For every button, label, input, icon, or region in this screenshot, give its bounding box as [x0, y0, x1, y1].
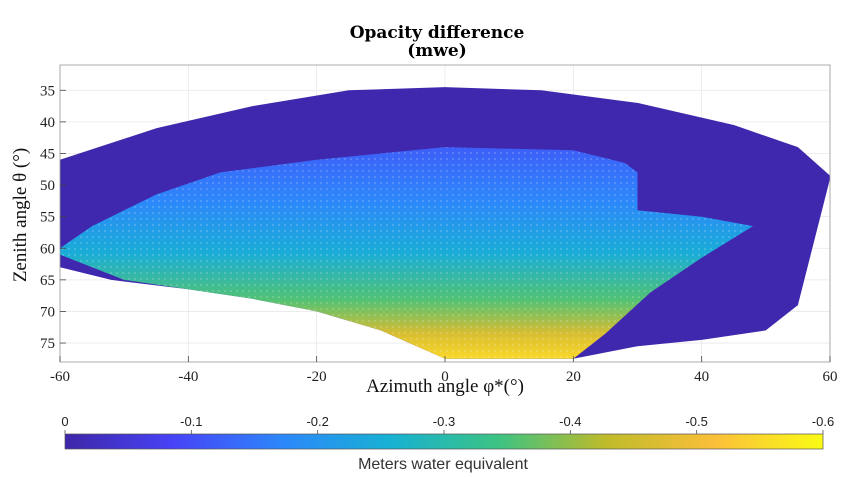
colorbar-tick-label: 0 — [61, 414, 68, 429]
inner-difference-texture — [60, 147, 753, 359]
y-tick-label: 50 — [40, 178, 55, 194]
colorbar-ticks: 0 -0.1 -0.2 -0.3 -0.4 -0.5 -0.6 — [61, 414, 834, 434]
x-tick-label: -20 — [307, 369, 327, 385]
chart-title: Opacity difference — [350, 23, 525, 43]
y-tick-label: 75 — [40, 336, 55, 352]
x-tick-label: 60 — [823, 369, 838, 385]
y-tick-label: 45 — [40, 146, 55, 162]
x-axis-label: Azimuth angle φ*(°) — [366, 376, 524, 397]
x-tick-label: -60 — [50, 369, 70, 385]
y-tick-label: 35 — [40, 83, 55, 99]
heatmap-area — [60, 87, 830, 359]
x-tick-label: 40 — [694, 369, 709, 385]
y-tick-label: 70 — [40, 304, 55, 320]
colorbar-tick-label: -0.4 — [559, 414, 581, 429]
x-axis-ticks: -60 -40 -20 0 20 40 60 — [50, 356, 838, 385]
colorbar-tick-label: -0.1 — [180, 414, 202, 429]
y-tick-label: 60 — [40, 241, 55, 257]
x-tick-label: 0 — [441, 369, 449, 385]
y-axis-ticks: 35 40 45 50 55 60 65 70 75 — [40, 83, 66, 352]
colorbar-tick-label: -0.3 — [433, 414, 455, 429]
y-axis-label: Zenith angle θ (°) — [10, 148, 31, 282]
y-tick-label: 55 — [40, 210, 55, 226]
chart-subtitle: (mwe) — [407, 41, 467, 61]
x-tick-label: -40 — [178, 369, 198, 385]
y-tick-label: 65 — [40, 273, 55, 289]
colorbar-tick-label: -0.2 — [306, 414, 328, 429]
y-tick-label: 40 — [40, 115, 55, 131]
colorbar — [64, 433, 824, 450]
x-tick-label: 20 — [566, 369, 581, 385]
colorbar-tick-label: -0.6 — [812, 414, 834, 429]
colorbar-tick-label: -0.5 — [685, 414, 707, 429]
colorbar-label: Meters water equivalent — [358, 456, 528, 473]
